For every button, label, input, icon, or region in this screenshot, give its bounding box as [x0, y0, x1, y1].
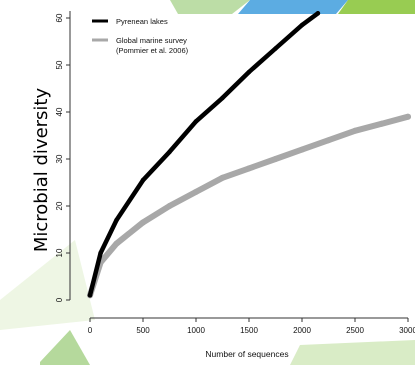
- series-layer: [87, 11, 411, 299]
- legend-label-pyrenean: Pyrenean lakes: [116, 17, 168, 26]
- x-axis-label: Number of sequences: [205, 349, 288, 359]
- data-point: [315, 11, 321, 16]
- legend-sublabel-marine: (Pommier et al. 2006): [116, 46, 189, 55]
- data-point: [220, 95, 225, 101]
- wedge-left-shape: [0, 240, 95, 330]
- y-tick-label: 40: [55, 107, 64, 116]
- data-point: [167, 149, 172, 155]
- data-point: [352, 127, 358, 134]
- wedge-bottom-shape: [40, 330, 90, 365]
- banner-lime-shape: [338, 0, 415, 14]
- banner-green-shape: [170, 0, 250, 14]
- data-point: [140, 219, 146, 226]
- data-point: [272, 156, 279, 162]
- data-point: [87, 293, 93, 298]
- data-point: [98, 250, 103, 256]
- data-point: [325, 137, 332, 144]
- wedge-bottom-right-shape: [290, 340, 415, 365]
- x-tick-label: 0: [88, 326, 93, 335]
- data-point: [113, 240, 120, 247]
- x-tick-label: 1000: [187, 326, 205, 335]
- data-point: [246, 69, 252, 75]
- data-point: [114, 217, 119, 223]
- data-point: [166, 203, 173, 209]
- data-point: [273, 46, 278, 51]
- banner-blue-shape: [238, 0, 348, 14]
- y-tick-label: 50: [55, 60, 64, 69]
- series-global-marine: [87, 113, 411, 299]
- y-tick-label: 0: [55, 297, 64, 302]
- x-tick-label: 500: [136, 326, 150, 335]
- y-tick-label: 30: [55, 154, 64, 163]
- axes: [69, 11, 408, 319]
- series-pyrenean-lakes: [87, 11, 321, 298]
- data-point: [378, 120, 385, 127]
- x-tick-label: 1500: [240, 326, 258, 335]
- series-line: [87, 113, 411, 299]
- y-tick-label: 60: [55, 13, 64, 22]
- data-point: [299, 146, 305, 153]
- data-point: [140, 177, 146, 183]
- y-axis-overlay-title: Microbial diversity: [31, 88, 52, 253]
- legend-label-marine: Global marine survey: [116, 36, 187, 45]
- x-tick-label: 3000: [399, 326, 415, 335]
- x-tick-label: 2000: [293, 326, 311, 335]
- data-point: [193, 188, 199, 195]
- x-tick-label: 2500: [346, 326, 364, 335]
- data-point: [299, 22, 305, 28]
- data-point: [246, 165, 252, 172]
- y-tick-label: 20: [55, 201, 64, 210]
- x-ticks: 0 500 1000 1500 2000 2500 3000: [88, 318, 415, 335]
- data-point: [193, 119, 199, 124]
- data-point: [405, 113, 411, 120]
- legend: Pyrenean lakes Global marine survey (Pom…: [92, 17, 189, 55]
- y-tick-label: 10: [55, 248, 64, 257]
- data-point: [219, 174, 226, 181]
- y-ticks: 0 10 20 30 40 50 60: [55, 13, 70, 302]
